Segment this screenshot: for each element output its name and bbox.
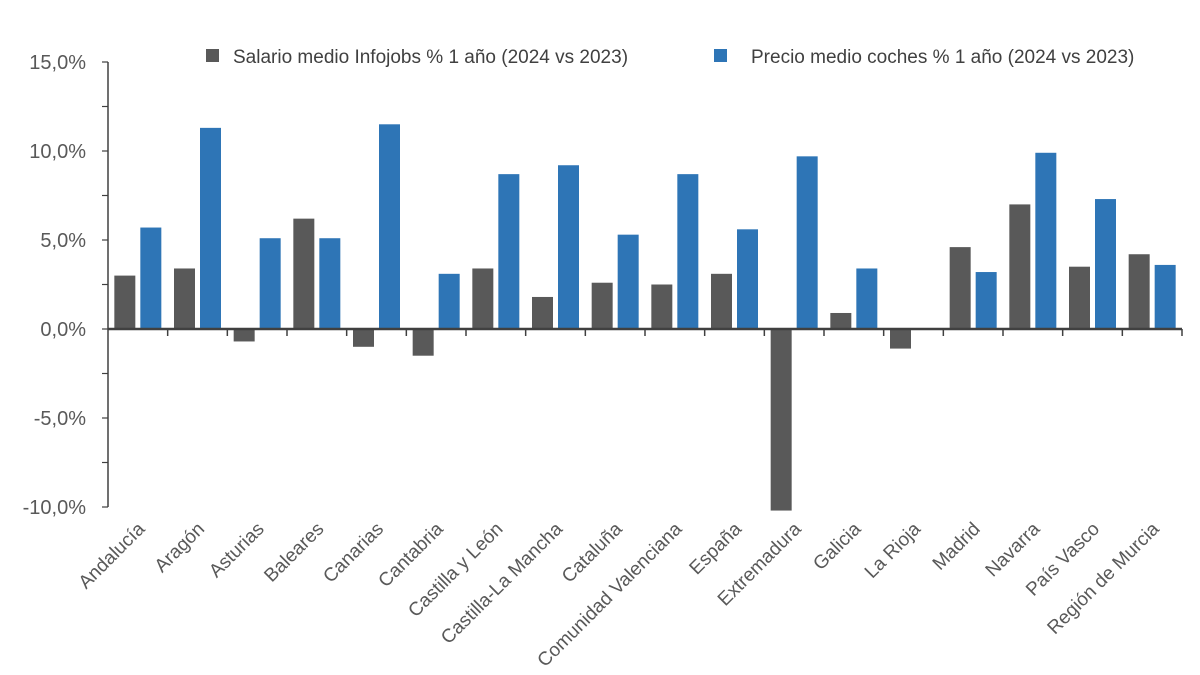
bar-salario (1128, 254, 1150, 329)
bar-salario (472, 268, 494, 329)
y-axis: 15,0% 10,0% 5,0% 0,0% -5,0% -10,0% (23, 52, 109, 519)
bar-salario (830, 312, 852, 329)
bar-salario (1069, 266, 1090, 329)
bar-precio (200, 127, 221, 329)
bar-salario (890, 329, 911, 349)
legend: Salario medio Infojobs % 1 año (2024 vs … (206, 47, 1134, 68)
bar-precio (1035, 152, 1057, 329)
y-tick-label: -10,0% (23, 497, 87, 519)
bar-salario (1009, 204, 1031, 329)
x-tick-label: Región de Murcia (1044, 518, 1164, 638)
bar-precio (379, 124, 400, 329)
bar-salario (770, 329, 792, 511)
x-tick-label: Madrid (929, 519, 985, 575)
x-tick-label: Asturias (205, 519, 268, 582)
legend-label-salario: Salario medio Infojobs % 1 año (2024 vs … (233, 47, 628, 68)
bar-salario (412, 329, 434, 356)
bar-precio (1095, 199, 1116, 329)
bar-salario (651, 284, 673, 329)
bar-precio (498, 174, 520, 329)
bar-salario (711, 273, 732, 329)
bar-salario (353, 329, 374, 347)
x-tick-label: Aragón (151, 519, 209, 577)
bar-salario (591, 282, 613, 329)
bar-precio (617, 234, 639, 329)
bar-precio (140, 227, 162, 329)
bar-precio (259, 238, 281, 329)
bar-precio (975, 272, 997, 329)
y-tick-label: 10,0% (29, 141, 86, 163)
bar-precio (677, 174, 699, 329)
y-tick-label: -5,0% (34, 408, 86, 430)
bar-precio (737, 229, 758, 329)
legend-swatch-precio (714, 49, 727, 62)
bar-precio (558, 165, 579, 329)
bar-salario (949, 247, 971, 329)
x-tick-label: La Rioja (861, 518, 925, 582)
x-axis (108, 327, 1183, 336)
bar-precio (856, 268, 878, 329)
bar-precio (1154, 264, 1176, 329)
bar-salario (233, 329, 255, 342)
bar-precio (319, 238, 341, 329)
y-tick-label: 5,0% (40, 230, 86, 252)
x-axis-labels: Andalucía AragónAsturiasBalearesCanariasC… (75, 518, 1164, 671)
x-tick-label: Andalucía (75, 518, 150, 593)
legend-label-precio: Precio medio coches % 1 año (2024 vs 202… (751, 47, 1134, 68)
bar-salario (293, 218, 315, 329)
bar-precio (796, 156, 818, 329)
x-tick-label: España (686, 518, 747, 579)
bar-salario (532, 296, 553, 329)
y-tick-label: 0,0% (40, 319, 86, 341)
y-tick-label: 15,0% (29, 52, 86, 74)
bar-salario (114, 275, 136, 329)
x-tick-label: Baleares (260, 519, 328, 587)
x-tick-label: Galicia (809, 518, 865, 574)
bar-salario (174, 268, 195, 329)
legend-swatch-salario (206, 49, 219, 62)
bar-precio (438, 273, 460, 329)
bars (114, 124, 1176, 511)
